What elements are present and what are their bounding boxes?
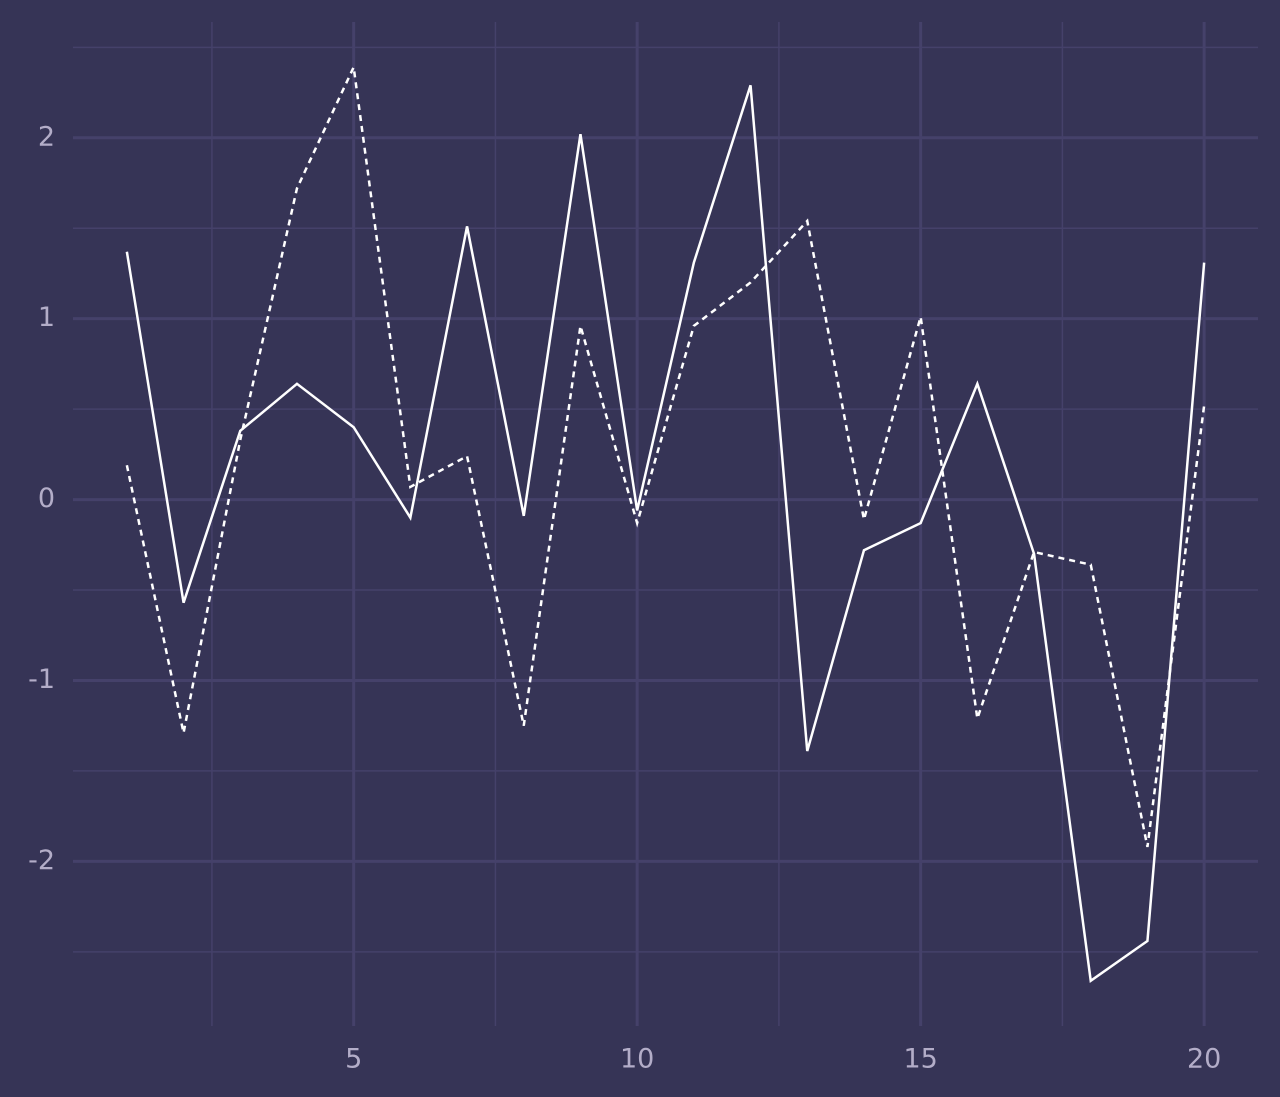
line	[125, 84, 1206, 983]
y-tick-label: 0	[38, 483, 55, 514]
x-tick-label: 10	[620, 1044, 654, 1075]
line	[125, 62, 1206, 848]
y-tick-label: -2	[28, 845, 55, 876]
x-tick-label: 5	[345, 1044, 362, 1075]
y-tick-label: 1	[38, 302, 55, 333]
y-tick-label: 2	[38, 121, 55, 152]
x-tick-label: 20	[1187, 1044, 1221, 1075]
x-tick-label: 15	[903, 1044, 937, 1075]
y-tick-label: -1	[28, 664, 55, 695]
